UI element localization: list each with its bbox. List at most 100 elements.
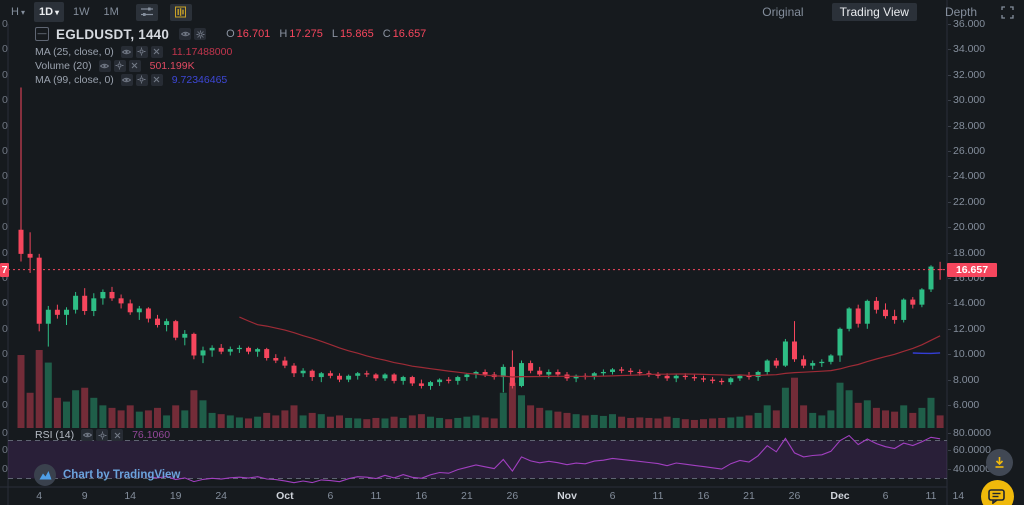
remove-indicator-button[interactable] bbox=[128, 59, 141, 72]
rsi-label: RSI (14) bbox=[35, 429, 75, 441]
download-chart-button[interactable] bbox=[986, 449, 1013, 476]
interval-button-1d[interactable]: 1D ▾ bbox=[33, 2, 65, 22]
volume-bar bbox=[545, 410, 553, 428]
price-tick-label: 28.000 bbox=[947, 119, 986, 132]
volume-bar bbox=[827, 410, 835, 428]
volume-bar bbox=[135, 411, 143, 428]
volume-bar bbox=[854, 402, 862, 428]
tab-depth[interactable]: Depth bbox=[944, 5, 977, 19]
tab-trading-view[interactable]: Trading View bbox=[831, 3, 917, 21]
volume-bar bbox=[663, 416, 671, 428]
close-value: 16.657 bbox=[392, 28, 427, 40]
candle-body bbox=[64, 309, 69, 315]
interval-button-1m[interactable]: 1M bbox=[99, 2, 124, 22]
visibility-toggle-button[interactable] bbox=[179, 28, 192, 40]
remove-indicator-button[interactable] bbox=[111, 429, 124, 441]
candle-body bbox=[437, 379, 443, 383]
remove-indicator-button[interactable] bbox=[150, 73, 163, 86]
volume-bar bbox=[445, 419, 453, 428]
price-axis[interactable]: 36.000 34.000 32.000 30.000 28.000 26.000 24.0… bbox=[947, 0, 1024, 505]
eye-icon bbox=[100, 63, 110, 68]
settings-button[interactable] bbox=[135, 73, 148, 86]
price-tick-label: 24.000 bbox=[947, 170, 986, 183]
chat-support-button[interactable] bbox=[981, 480, 1014, 505]
volume-bar bbox=[26, 392, 34, 428]
low-label: L bbox=[331, 28, 339, 40]
candle-body bbox=[537, 370, 543, 375]
volume-bar bbox=[499, 392, 507, 428]
close-icon bbox=[114, 432, 120, 438]
price-tick-label: 6.000 bbox=[947, 399, 980, 411]
candle-body bbox=[127, 303, 133, 313]
volume-bar bbox=[518, 395, 525, 428]
candle-body bbox=[164, 321, 170, 325]
candle-body bbox=[218, 347, 224, 352]
volume-bar bbox=[736, 416, 744, 428]
volume-bar bbox=[636, 417, 644, 428]
candle-body bbox=[200, 350, 206, 356]
volume-bar bbox=[336, 415, 343, 428]
visibility-toggle-button[interactable] bbox=[120, 45, 133, 58]
time-tick-label: 6 bbox=[609, 490, 616, 502]
visibility-toggle-button[interactable] bbox=[98, 59, 111, 72]
visibility-toggle-button[interactable] bbox=[120, 73, 133, 86]
volume-bar bbox=[272, 415, 280, 428]
candle-body bbox=[701, 378, 706, 380]
price-tick-label: 10.000 bbox=[947, 348, 986, 361]
gold-candles-icon bbox=[175, 6, 187, 18]
volume-bar bbox=[882, 410, 889, 428]
fullscreen-button[interactable] bbox=[1001, 5, 1014, 19]
settings-button[interactable] bbox=[194, 28, 207, 40]
volume-bar bbox=[154, 407, 161, 428]
truncated-tick-label: 0 bbox=[2, 373, 8, 386]
interval-button-1w[interactable]: 1W bbox=[68, 2, 95, 22]
candle-body bbox=[837, 328, 843, 356]
volume-bar bbox=[463, 416, 471, 428]
candle-body bbox=[109, 291, 115, 299]
gear-icon bbox=[196, 30, 205, 38]
candle-body bbox=[18, 229, 24, 254]
volume-bar bbox=[390, 416, 398, 428]
volume-bar bbox=[172, 405, 180, 428]
chat-bubble-icon bbox=[988, 489, 1005, 504]
close-icon bbox=[153, 76, 160, 83]
remove-indicator-button[interactable] bbox=[150, 45, 163, 58]
volume-bar bbox=[700, 419, 707, 428]
truncated-tick-label: 0 bbox=[2, 348, 8, 361]
tab-original[interactable]: Original bbox=[762, 5, 804, 19]
truncated-tick-label: 0 bbox=[2, 94, 8, 107]
volume-bar bbox=[63, 401, 70, 428]
candle-body bbox=[373, 374, 379, 379]
tradingview-attribution[interactable]: Chart by TradingView bbox=[34, 464, 180, 486]
candle-body bbox=[309, 370, 315, 378]
volume-bar bbox=[599, 415, 607, 428]
settings-button[interactable] bbox=[135, 45, 148, 58]
chart-template-button[interactable] bbox=[169, 3, 192, 21]
rsi-tick-label: 60.0000 bbox=[948, 444, 991, 456]
interval-button-hours[interactable]: H ▾ bbox=[6, 2, 30, 22]
candle-body bbox=[346, 375, 352, 380]
time-tick-label: 9 bbox=[81, 490, 88, 502]
indicators-button[interactable] bbox=[135, 3, 158, 21]
visibility-toggle-button[interactable] bbox=[81, 429, 94, 441]
volume-bar bbox=[836, 382, 844, 428]
candle-body bbox=[746, 375, 752, 378]
legend-collapse-button[interactable]: — bbox=[35, 27, 49, 41]
ma99-value: 9.72346465 bbox=[171, 73, 228, 86]
settings-button[interactable] bbox=[96, 429, 109, 441]
price-tick-label: 18.000 bbox=[947, 246, 986, 259]
candle-body bbox=[82, 295, 88, 312]
volume-bar bbox=[818, 415, 826, 428]
time-axis[interactable]: 4 9 14 19 24 Oct 6 11 16 21 26 Nov 6 11 16 21 26 Dec 6 11 14 bbox=[0, 487, 964, 505]
truncated-price-badge: 7 bbox=[0, 262, 9, 277]
candle-body bbox=[182, 333, 188, 338]
price-tick-label: 22.000 bbox=[947, 195, 986, 208]
symbol-title: EGLDUSDT, 1440 bbox=[56, 26, 170, 42]
settings-button[interactable] bbox=[113, 59, 126, 72]
volume-bar bbox=[481, 417, 489, 428]
price-tick-label: 20.000 bbox=[947, 221, 986, 234]
volume-bar bbox=[554, 411, 562, 428]
